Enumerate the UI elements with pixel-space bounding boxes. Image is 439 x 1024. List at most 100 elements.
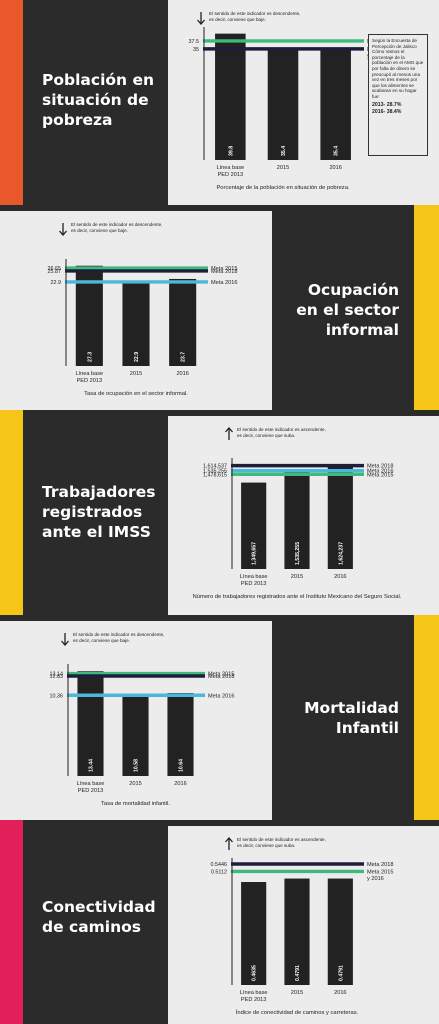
- bar-value-label: 23.7: [181, 352, 187, 362]
- direction-text: El sentido de este indicador es descende…: [209, 11, 300, 16]
- meta-label: Meta 2018: [208, 674, 234, 680]
- title-band: [23, 0, 168, 205]
- title-band: [272, 615, 414, 820]
- section-informal: Ocupación en el sector informal El senti…: [0, 205, 439, 410]
- bar-value-label: 27.3: [87, 352, 93, 362]
- direction-text: es decir, conviene que baje.: [71, 228, 128, 233]
- meta-label: Meta 2015: [211, 266, 237, 272]
- arrow-down-icon-head: [59, 230, 67, 236]
- category-label: 2015: [277, 165, 289, 171]
- accent-stripe: [414, 205, 439, 410]
- category-label: PED 2013: [241, 997, 267, 1003]
- bar: [241, 482, 267, 569]
- meta-tick-label: 37.5: [189, 39, 200, 45]
- bar-value-label: 13.44: [89, 759, 95, 772]
- bar: [327, 878, 353, 985]
- meta-label: Meta 2015: [208, 672, 234, 678]
- bar-value-label: 0.4791: [295, 965, 301, 981]
- accent-stripe: [0, 820, 23, 1024]
- meta-tick-label: 10.36: [50, 693, 64, 699]
- meta-tick-label: 1,614,537: [203, 464, 227, 470]
- bar: [167, 693, 194, 776]
- bar: [241, 882, 267, 985]
- title-band: [23, 820, 168, 1024]
- category-label: Línea base: [77, 781, 105, 787]
- bar: [327, 465, 353, 569]
- direction-text: es decir, conviene que baje.: [73, 638, 130, 643]
- meta-tick-label: 35: [193, 47, 199, 53]
- section-title: Trabajadores registrados ante el IMSS: [42, 483, 156, 541]
- chart-panel: El sentido de este indicador es descende…: [0, 211, 272, 410]
- direction-text: El sentido de este indicador es descende…: [73, 632, 164, 637]
- category-label: 2016: [174, 781, 186, 787]
- bar-value-label: 35.4: [281, 146, 287, 156]
- chart-panel: El sentido de este indicador es ascenden…: [168, 826, 439, 1024]
- bar-value-label: 1,624,237: [338, 542, 344, 565]
- meta-label: Meta 2016: [367, 469, 393, 475]
- category-label: Línea base: [240, 990, 268, 996]
- direction-text: El sentido de este indicador es ascenden…: [237, 837, 326, 842]
- category-label: 2015: [129, 781, 141, 787]
- category-label: 2016: [334, 990, 346, 996]
- category-label: Línea base: [75, 371, 103, 377]
- bar: [77, 671, 104, 776]
- bar-value-label: 39.8: [228, 146, 234, 156]
- bar-value-label: 35.4: [334, 146, 340, 156]
- survey-note-value-2016: 2016- 38.4%: [372, 108, 402, 115]
- accent-stripe: [0, 410, 23, 615]
- chart-caption: Porcentaje de la población en situación …: [216, 185, 349, 191]
- chart-panel: El sentido de este indicador es ascenden…: [168, 416, 439, 615]
- category-label: 2016: [329, 165, 341, 171]
- title-band: [272, 205, 414, 410]
- chart-caption: Índice de conectividad de caminos y carr…: [236, 1009, 359, 1016]
- section-title: Conectividad de caminos: [42, 898, 156, 936]
- bar-value-label: 10.64: [179, 759, 185, 772]
- meta-tick-label: 12.83: [50, 674, 64, 680]
- meta-label: Meta 2015: [367, 472, 393, 478]
- meta-label: Meta 2016: [208, 693, 234, 699]
- category-label: 2016: [334, 574, 346, 580]
- direction-text: El sentido de este indicador es ascenden…: [237, 427, 326, 432]
- arrow-up-icon-head: [225, 837, 233, 843]
- bar-value-label: 0.4635: [252, 965, 258, 981]
- meta-label: y 2016: [367, 876, 384, 882]
- bar: [122, 693, 149, 776]
- category-label: 2015: [291, 574, 303, 580]
- category-label: 2015: [291, 990, 303, 996]
- bar: [284, 470, 310, 569]
- arrow-down-icon-head: [61, 640, 69, 646]
- meta-label: Meta 2018: [211, 269, 237, 275]
- bar-value-label: 1,535,255: [295, 542, 301, 565]
- accent-stripe: [0, 0, 23, 205]
- survey-note-text: Según la Encuesta de Percepción de Jalis…: [372, 38, 424, 99]
- category-label: PED 2013: [241, 581, 267, 587]
- direction-text: es decir, conviene que suba.: [237, 843, 295, 848]
- direction-text: es decir, conviene que suba.: [237, 433, 295, 438]
- meta-label: Meta 2015: [367, 869, 393, 875]
- category-label: 2016: [176, 371, 188, 377]
- bar-value-label: 22.9: [134, 352, 140, 362]
- section-title: Ocupación en el sector informal: [296, 281, 399, 339]
- direction-text: El sentido de este indicador es descende…: [71, 222, 162, 227]
- section-mortalidad: Mortalidad Infantil El sentido de este i…: [0, 615, 439, 820]
- bar: [215, 33, 246, 161]
- bar: [122, 281, 150, 366]
- section-imss: Trabajadores registrados ante el IMSS El…: [0, 410, 439, 615]
- chart-svg: El sentido de este indicador es descende…: [50, 632, 235, 807]
- bar: [320, 47, 351, 161]
- chart-svg: El sentido de este indicador es descende…: [48, 222, 238, 397]
- section-pobreza: Población en situación de pobreza El sen…: [0, 0, 439, 205]
- arrow-up-icon-head: [225, 427, 233, 433]
- category-label: 2015: [130, 371, 142, 377]
- bar-value-label: 1,349,657: [252, 542, 258, 565]
- arrow-down-icon-head: [197, 19, 205, 25]
- bar: [169, 278, 197, 366]
- chart-caption: Tasa de mortalidad infantil.: [101, 801, 170, 807]
- chart-caption: Tasa de ocupación en el sector informal.: [84, 391, 188, 397]
- meta-tick-label: 25.87: [48, 269, 62, 275]
- chart-svg: El sentido de este indicador es ascenden…: [211, 837, 394, 1016]
- meta-label: Meta 2016: [211, 280, 237, 286]
- category-label: PED 2013: [78, 788, 104, 794]
- chart-svg: El sentido de este indicador es ascenden…: [193, 427, 402, 600]
- bar: [267, 47, 299, 161]
